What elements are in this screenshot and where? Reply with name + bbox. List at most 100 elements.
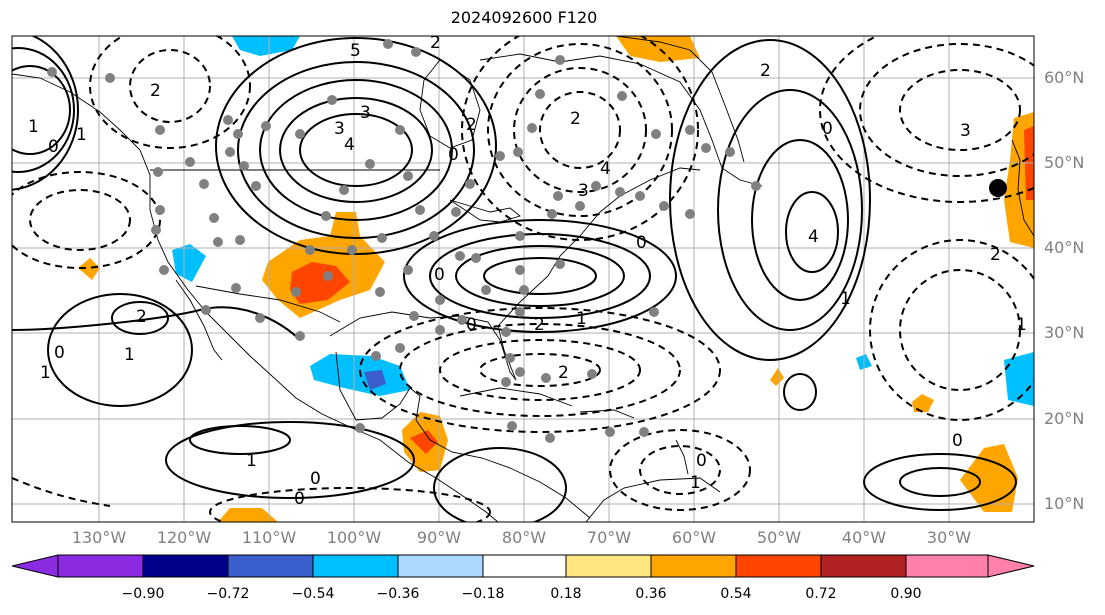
lat-label: 30°N (1044, 323, 1085, 342)
lon-label: 70°W (586, 528, 632, 547)
contour-ring (783, 373, 817, 411)
contour-label: 2 (990, 245, 1001, 265)
anomaly-orange-region (218, 508, 278, 522)
yucatan-central-america (335, 351, 591, 519)
contour-ring (717, 89, 863, 331)
contour-label: 0 (294, 489, 305, 509)
colorbar-tick-label: 0.72 (805, 586, 837, 602)
colorbar-segment (566, 555, 651, 577)
us-mexico-border (195, 285, 341, 323)
lat-label: 50°N (1044, 153, 1085, 172)
lon-label: 130°W (71, 528, 127, 547)
contour-ring (129, 49, 211, 123)
colorbar-segment (483, 555, 566, 577)
contour-ring (433, 447, 567, 522)
contour-ring (89, 36, 251, 149)
contour-ring (461, 36, 699, 241)
contour-label: 1 (28, 117, 39, 137)
contour-label: 2 (570, 109, 581, 129)
colorbar-outline (57, 554, 989, 578)
contour-line (12, 477, 111, 507)
contour-ring (209, 487, 491, 522)
contour-ring (215, 37, 497, 255)
contour-label: 2 (430, 33, 441, 53)
contour-label: 3 (360, 103, 371, 123)
contour-label: 1 (76, 125, 87, 145)
contour-label: 0 (636, 233, 647, 253)
contour-label: 0 (952, 431, 963, 451)
contour-label: 4 (808, 227, 819, 247)
contour-ring (899, 69, 1021, 151)
lon-label: 80°W (501, 528, 547, 547)
colorbar-segment (313, 555, 398, 577)
colorbar-segment (398, 555, 483, 577)
contour-label: 2 (534, 315, 545, 335)
colorbar-tick-label: 0.18 (550, 586, 582, 602)
colorbar-segment (906, 555, 988, 577)
lat-label: 10°N (1044, 494, 1085, 513)
hudson-bay (419, 59, 481, 149)
contour-ring (47, 293, 193, 407)
station-markers (47, 39, 761, 443)
contour-ring (899, 269, 1021, 391)
contour-label: 0 (54, 343, 65, 363)
solid-contours (12, 36, 1017, 522)
lon-label: 40°W (841, 528, 887, 547)
contour-ring (439, 339, 641, 401)
contour-ring (455, 245, 625, 307)
colorbar-segment (651, 555, 736, 577)
map-title: 2024092600 F120 (450, 8, 598, 27)
contour-ring (751, 139, 849, 301)
colorbar-segment (821, 555, 906, 577)
contour-label: 1 (1016, 315, 1027, 335)
contour-label: 0 (448, 145, 459, 165)
contour-ring (279, 97, 433, 203)
contour-label: 4 (344, 135, 355, 155)
contour-ring (237, 61, 475, 239)
contour-label: 3 (334, 119, 345, 139)
lon-label: 100°W (326, 528, 382, 547)
anomaly-red-region (410, 430, 438, 454)
contour-line (12, 306, 301, 341)
contour-ring (403, 219, 677, 333)
lon-label: 110°W (241, 528, 297, 547)
contour-label: 2 (760, 61, 771, 81)
contour-ring (12, 47, 75, 173)
contour-label: 0 (822, 119, 833, 139)
anomaly-orange-region (78, 258, 100, 280)
contour-ring (165, 421, 415, 499)
anomaly-orange-region (616, 36, 700, 62)
contour-label: 4 (600, 159, 611, 179)
contour-label: 1 (246, 451, 257, 471)
gulf-of-mexico-coast (329, 167, 701, 381)
colorbar-tick-label: 0.54 (720, 586, 752, 602)
anomaly-blue-region (172, 244, 206, 282)
south-america-coast (585, 477, 721, 522)
colorbar-tick-label: −0.36 (376, 586, 420, 602)
contour-label: 0 (466, 315, 477, 335)
contour-label: 1 (840, 289, 851, 309)
contour-label: 0 (310, 469, 321, 489)
colorbar-segment (228, 555, 313, 577)
anomaly-red-region (290, 262, 350, 304)
contour-ring (539, 91, 621, 169)
black-station-marker (989, 179, 1007, 197)
contour-ring (259, 79, 453, 221)
contour-ring (111, 301, 169, 335)
contour-ring (639, 445, 721, 495)
contour-ring (359, 307, 721, 433)
contour-ring (479, 353, 601, 387)
anomaly-orange-region (912, 394, 934, 412)
contour-label: 0 (48, 137, 59, 157)
colorbar-extend-low (11, 554, 59, 578)
iberia-africa-coast (1011, 139, 1034, 237)
contour-ring (487, 43, 673, 217)
lon-label: 50°W (756, 528, 802, 547)
contour-label: 3 (960, 121, 971, 141)
colorbar-segment (736, 555, 821, 577)
contour-ring (12, 36, 79, 191)
colorbar-segment (143, 555, 228, 577)
contour-ring (513, 67, 647, 193)
anomaly-blue-region (232, 36, 300, 56)
